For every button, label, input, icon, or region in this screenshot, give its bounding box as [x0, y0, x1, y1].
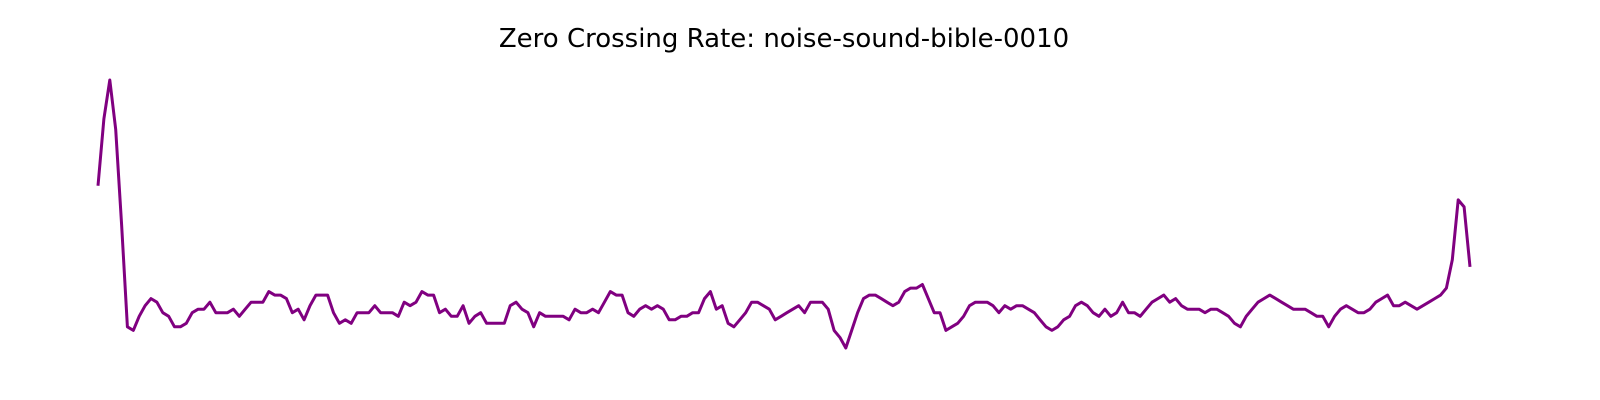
series-layer [96, 78, 1472, 350]
zcr-series-line [96, 78, 1472, 350]
chart-title: Zero Crossing Rate: noise-sound-bible-00… [498, 24, 1070, 54]
